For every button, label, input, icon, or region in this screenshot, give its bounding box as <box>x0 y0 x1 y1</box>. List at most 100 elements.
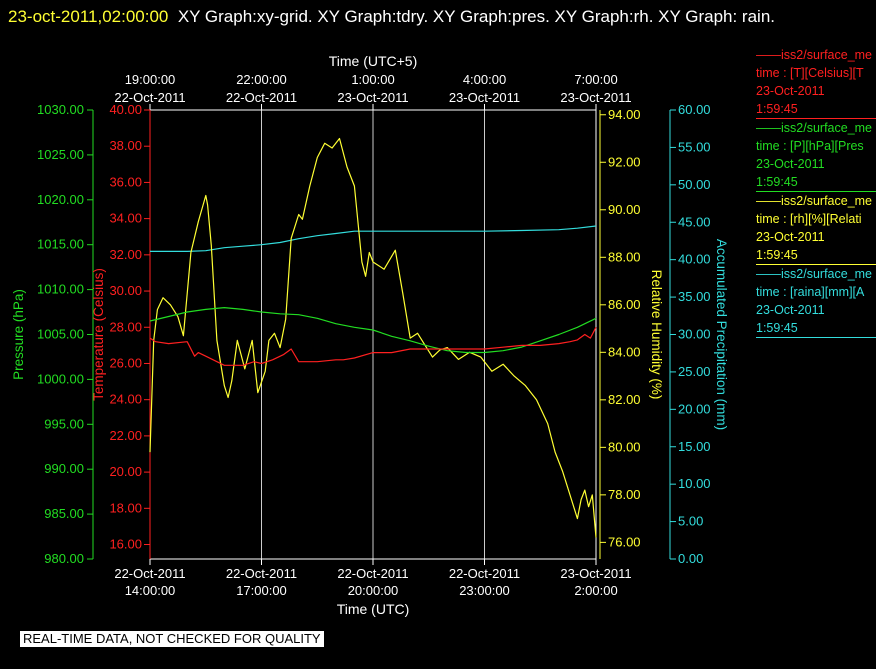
x-axis-label-top: Time (UTC+5) <box>329 53 418 69</box>
humidity-tick-label: 84.00 <box>608 344 641 359</box>
pressure-tick-label: 1015.00 <box>37 237 84 252</box>
x-tick-label-date: 22-Oct-2011 <box>226 566 297 581</box>
pressure-tick-label: 1010.00 <box>37 282 84 297</box>
pressure-tick-label: 1030.00 <box>37 102 84 117</box>
humidity-tick-label: 82.00 <box>608 392 641 407</box>
rain-tick-label: 50.00 <box>678 177 711 192</box>
x-tick-label-time: 23:00:00 <box>459 583 510 598</box>
x-tick-label-time: 17:00:00 <box>236 583 287 598</box>
legend-time: 1:59:45 <box>756 175 798 189</box>
temperature-tick-label: 28.00 <box>109 319 142 334</box>
temperature-tick-label: 34.00 <box>109 211 142 226</box>
x-tick-label-time: 20:00:00 <box>348 583 399 598</box>
pressure-tick-label: 980.00 <box>44 551 84 566</box>
temperature-tick-label: 22.00 <box>109 428 142 443</box>
humidity-tick-label: 94.00 <box>608 107 641 122</box>
humidity-tick-label: 90.00 <box>608 202 641 217</box>
temperature-tick-label: 20.00 <box>109 464 142 479</box>
x-top-tick-label-time: 4:00:00 <box>463 72 506 87</box>
rain-tick-label: 15.00 <box>678 439 711 454</box>
graph-header: 23-oct-2011,02:00:00 XY Graph:xy-grid. X… <box>8 2 858 31</box>
x-top-tick-label-time: 7:00:00 <box>574 72 617 87</box>
legend-variable: time : [raina][mm][A <box>756 285 865 299</box>
temperature-tick-label: 16.00 <box>109 537 142 552</box>
pressure-tick-label: 990.00 <box>44 461 84 476</box>
legend-date: 23-Oct-2011 <box>756 84 825 98</box>
rain-tick-label: 0.00 <box>678 551 703 566</box>
temperature-tick-label: 40.00 <box>109 102 142 117</box>
pressure-series-line <box>149 307 597 354</box>
humidity-series-line <box>149 137 597 538</box>
temperature-tick-label: 30.00 <box>109 283 142 298</box>
pressure-tick-label: 1025.00 <box>37 147 84 162</box>
legend-source: ——iss2/surface_me <box>756 267 873 281</box>
legend-time: 1:59:45 <box>756 102 798 116</box>
x-top-tick-label-date: 22-Oct-2011 <box>114 90 185 105</box>
rain-tick-label: 55.00 <box>678 139 711 154</box>
x-top-tick-label-date: 22-Oct-2011 <box>226 90 297 105</box>
pressure-tick-label: 985.00 <box>44 506 84 521</box>
temperature-tick-label: 18.00 <box>109 500 142 515</box>
pressure-tick-label: 995.00 <box>44 416 84 431</box>
temperature-tick-label: 38.00 <box>109 138 142 153</box>
humidity-tick-label: 80.00 <box>608 439 641 454</box>
temperature-series-line <box>149 327 597 366</box>
legend-source: ——iss2/surface_me <box>756 194 873 208</box>
rain-tick-label: 10.00 <box>678 476 711 491</box>
x-tick-label-date: 22-Oct-2011 <box>114 566 185 581</box>
humidity-tick-label: 86.00 <box>608 297 641 312</box>
pressure-axis-title: Pressure (hPa) <box>11 289 26 380</box>
x-top-tick-label-time: 19:00:00 <box>125 72 176 87</box>
legend-source: ——iss2/surface_me <box>756 48 873 62</box>
x-top-tick-label-time: 22:00:00 <box>236 72 287 87</box>
pressure-tick-label: 1000.00 <box>37 371 84 386</box>
rain-series-line <box>150 225 597 252</box>
pressure-tick-label: 1005.00 <box>37 327 84 342</box>
temperature-tick-label: 32.00 <box>109 247 142 262</box>
x-tick-label-time: 14:00:00 <box>125 583 176 598</box>
legend-entry-rain: ——iss2/surface_me time : [raina][mm][A 2… <box>756 265 876 338</box>
rain-tick-label: 60.00 <box>678 102 711 117</box>
rain-tick-label: 40.00 <box>678 252 711 267</box>
x-top-tick-label-date: 23-Oct-2011 <box>337 90 408 105</box>
humidity-tick-label: 78.00 <box>608 487 641 502</box>
rain-tick-label: 20.00 <box>678 401 711 416</box>
legend-date: 23-Oct-2011 <box>756 303 825 317</box>
x-tick-label-date: 22-Oct-2011 <box>449 566 520 581</box>
header-title: XY Graph:xy-grid. XY Graph:tdry. XY Grap… <box>177 7 776 26</box>
legend-date: 23-Oct-2011 <box>756 230 825 244</box>
humidity-tick-label: 88.00 <box>608 249 641 264</box>
temperature-axis-title: Temperature (Celsius) <box>91 268 106 401</box>
legend-entry-humidity: ——iss2/surface_me time : [rh][%][Relati … <box>756 192 876 265</box>
x-axis-label-bottom: Time (UTC) <box>337 601 410 617</box>
x-top-tick-label-date: 23-Oct-2011 <box>449 90 520 105</box>
legend-source: ——iss2/surface_me <box>756 121 873 135</box>
rain-tick-label: 5.00 <box>678 514 703 529</box>
temperature-tick-label: 36.00 <box>109 174 142 189</box>
header-timestamp: 23-oct-2011,02:00:00 <box>8 7 169 26</box>
x-tick-label-date: 22-Oct-2011 <box>337 566 408 581</box>
quality-notice: REAL-TIME DATA, NOT CHECKED FOR QUALITY <box>20 631 324 647</box>
humidity-tick-label: 92.00 <box>608 154 641 169</box>
legend-time: 1:59:45 <box>756 321 798 335</box>
humidity-axis-title: Relative Humidity (%) <box>649 270 664 400</box>
x-tick-label-date: 23-Oct-2011 <box>560 566 631 581</box>
x-tick-label-time: 2:00:00 <box>574 583 617 598</box>
legend-variable: time : [T][Celsius][T <box>756 66 864 80</box>
rain-tick-label: 25.00 <box>678 364 711 379</box>
pressure-tick-label: 1020.00 <box>37 192 84 207</box>
temperature-tick-label: 26.00 <box>109 355 142 370</box>
legend-entry-pressure: ——iss2/surface_me time : [P][hPa][Pres 2… <box>756 119 876 192</box>
x-top-tick-label-date: 23-Oct-2011 <box>560 90 631 105</box>
rain-tick-label: 30.00 <box>678 327 711 342</box>
rain-tick-label: 35.00 <box>678 289 711 304</box>
rain-axis-title: Accumulated Precipitation (mm) <box>714 239 729 430</box>
legend-time: 1:59:45 <box>756 248 798 262</box>
legend-variable: time : [rh][%][Relati <box>756 212 862 226</box>
x-top-tick-label-time: 1:00:00 <box>351 72 394 87</box>
legend-variable: time : [P][hPa][Pres <box>756 139 864 153</box>
legend: ——iss2/surface_me time : [T][Celsius][T … <box>756 46 876 338</box>
temperature-tick-label: 24.00 <box>109 392 142 407</box>
legend-entry-temperature: ——iss2/surface_me time : [T][Celsius][T … <box>756 46 876 119</box>
